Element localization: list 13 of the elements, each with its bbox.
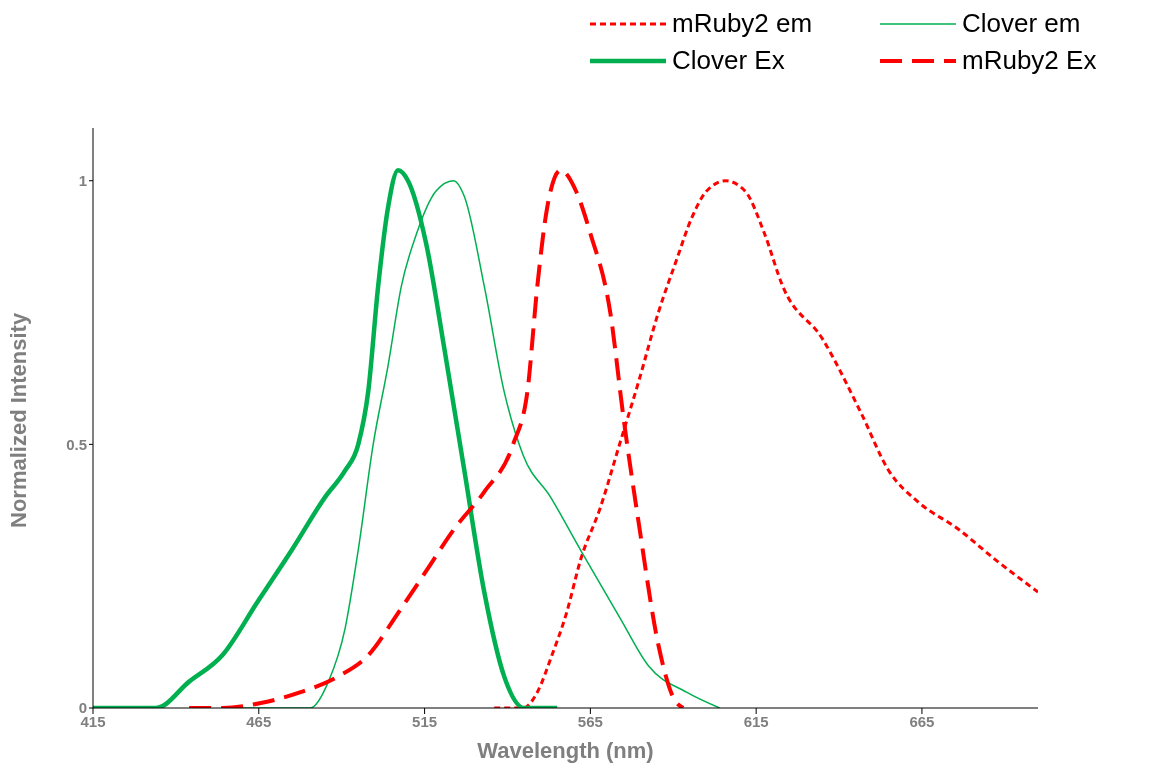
x-axis-title: Wavelength (nm) (477, 738, 654, 763)
x-tick-label: 665 (909, 712, 935, 730)
x-tick-label: 615 (743, 712, 769, 730)
y-tick-label: 0.5 (66, 435, 87, 453)
y-tick-label: 1 (78, 172, 87, 190)
x-tick-label: 465 (246, 712, 272, 730)
x-tick-label: 565 (577, 712, 603, 730)
legend-label: Clover Ex (672, 45, 785, 76)
y-axis-title: Normalized Intensity (5, 312, 31, 528)
x-tick-label: 515 (412, 712, 438, 730)
legend-label: mRuby2 Ex (962, 45, 1097, 76)
legend-label: Clover em (962, 8, 1081, 39)
legend-label: mRuby2 em (672, 8, 813, 39)
